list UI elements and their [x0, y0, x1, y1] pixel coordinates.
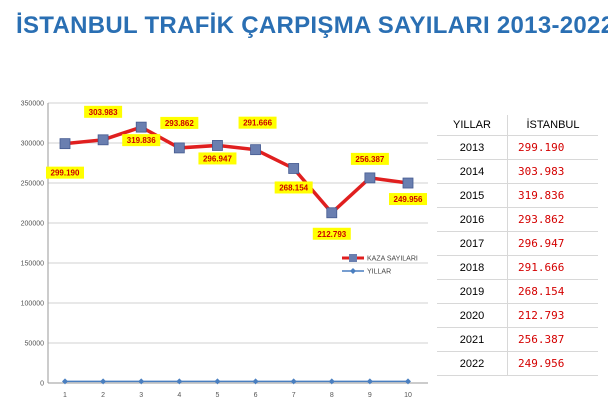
- table-cell-year: 2022: [437, 351, 508, 376]
- data-point: [97, 134, 109, 146]
- x-tick-label: 7: [292, 392, 296, 399]
- data-point: [328, 378, 335, 385]
- data-label: 268.154: [279, 183, 308, 192]
- table-cell-year: 2021: [437, 327, 508, 352]
- data-point: [326, 207, 338, 219]
- data-label-box: [160, 116, 199, 129]
- data-point: [252, 378, 259, 385]
- x-tick-label: 1: [63, 392, 67, 399]
- data-label: 291.666: [243, 119, 272, 128]
- table-cell-value: 319.836: [507, 183, 598, 208]
- y-tick-label: 0: [40, 381, 44, 388]
- data-label: 256.387: [355, 155, 384, 164]
- data-point: [402, 177, 414, 189]
- data-label-box: [238, 116, 277, 129]
- data-label: 212.793: [317, 230, 346, 239]
- table-cell-value: 296.947: [507, 231, 598, 256]
- series-line: [64, 125, 409, 216]
- table-cell-value: 249.956: [507, 351, 598, 376]
- table-cell-year: 2015: [437, 183, 508, 208]
- table-cell-year: 2018: [437, 255, 508, 280]
- table-cell-value: 256.387: [507, 327, 598, 352]
- table-cell-year: 2013: [437, 135, 508, 160]
- legend-swatch-marker: [349, 254, 357, 262]
- data-label-box: [312, 227, 351, 240]
- table-cell-value: 212.793: [507, 303, 598, 328]
- data-label-box: [122, 134, 161, 147]
- x-tick-label: 6: [254, 392, 258, 399]
- data-table: YILLAR İSTANBUL 2013 299.190 2014 303.983 20…: [437, 115, 598, 376]
- data-point: [364, 172, 376, 184]
- data-point: [62, 378, 68, 385]
- y-tick-label: 350000: [21, 101, 44, 108]
- table-cell-year: 2016: [437, 207, 508, 232]
- table-row: 2015 319.836: [437, 183, 598, 208]
- data-label: 249.956: [394, 195, 423, 204]
- y-tick-label: 100000: [21, 301, 44, 308]
- data-label-box: [274, 181, 313, 194]
- data-point: [173, 142, 185, 154]
- table-row: 2016 293.862: [437, 207, 598, 232]
- table-cell-year: 2017: [437, 231, 508, 256]
- data-label-box: [350, 152, 389, 165]
- data-point: [212, 140, 223, 151]
- data-point: [176, 378, 183, 385]
- x-tick-label: 5: [215, 392, 219, 399]
- data-point: [250, 144, 261, 156]
- x-tick-label: 9: [368, 392, 372, 399]
- y-tick-label: 250000: [21, 181, 44, 188]
- data-point: [59, 138, 71, 150]
- data-point: [290, 378, 297, 385]
- y-tick-label: 300000: [21, 141, 44, 148]
- table-row: 2021 256.387: [437, 327, 598, 352]
- legend-swatch-marker: [350, 268, 356, 274]
- table-cell-year: 2020: [437, 303, 508, 328]
- data-label-box: [84, 105, 123, 118]
- data-point: [138, 378, 145, 385]
- data-point: [366, 378, 373, 385]
- legend-label: KAZA SAYILARI: [367, 256, 418, 263]
- table-cell-value: 299.190: [507, 135, 598, 160]
- table-row: 2014 303.983: [437, 159, 598, 184]
- table-row: 2019 268.154: [437, 279, 598, 304]
- table-row: 2022 249.956: [437, 351, 598, 376]
- data-label: 303.983: [89, 108, 118, 117]
- data-label: 299.190: [51, 169, 80, 178]
- table-row: 2018 291.666: [437, 255, 598, 280]
- x-tick-label: 2: [101, 392, 105, 399]
- data-label-box: [389, 193, 427, 206]
- data-label: 293.862: [165, 119, 194, 128]
- table-header-row: YILLAR İSTANBUL: [437, 115, 598, 136]
- page-title: İSTANBUL TRAFİK ÇARPIŞMA SAYILARI 2013-2…: [16, 12, 608, 39]
- column-header-years: YILLAR: [437, 115, 508, 136]
- data-point: [100, 378, 107, 385]
- table-cell-year: 2014: [437, 159, 508, 184]
- table-cell-value: 303.983: [507, 159, 598, 184]
- x-tick-label: 3: [139, 392, 143, 399]
- table-row: 2020 212.793: [437, 303, 598, 328]
- data-point: [405, 378, 411, 385]
- table-cell-value: 293.862: [507, 207, 598, 232]
- data-point: [214, 378, 221, 385]
- data-point: [288, 163, 300, 174]
- table-row: 2017 296.947: [437, 231, 598, 256]
- data-label: 296.947: [203, 154, 232, 163]
- column-header-istanbul: İSTANBUL: [507, 115, 598, 136]
- table-cell-value: 268.154: [507, 279, 598, 304]
- data-point: [135, 121, 147, 133]
- legend-label: YILLAR: [367, 269, 391, 276]
- y-tick-label: 150000: [21, 261, 44, 268]
- x-tick-label: 10: [404, 392, 412, 399]
- data-label: 319.836: [127, 136, 156, 145]
- x-tick-label: 4: [177, 392, 181, 399]
- x-tick-label: 8: [330, 392, 334, 399]
- y-tick-label: 50000: [25, 341, 45, 348]
- y-tick-label: 200000: [21, 221, 44, 228]
- data-label-box: [198, 152, 237, 165]
- table-row: 2013 299.190: [437, 135, 598, 160]
- table-cell-value: 291.666: [507, 255, 598, 280]
- table-cell-year: 2019: [437, 279, 508, 304]
- data-label-box: [46, 166, 84, 179]
